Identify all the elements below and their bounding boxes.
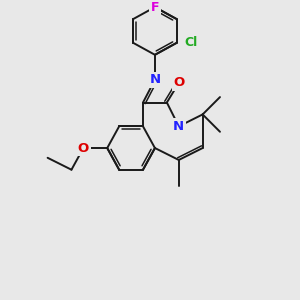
Text: N: N: [149, 73, 161, 86]
Text: N: N: [173, 120, 184, 133]
Text: N: N: [173, 120, 184, 133]
Text: F: F: [151, 1, 159, 13]
Text: O: O: [173, 76, 184, 89]
Text: O: O: [78, 142, 89, 154]
Text: N: N: [149, 73, 161, 86]
Text: O: O: [173, 76, 184, 89]
Text: Cl: Cl: [184, 36, 198, 50]
Text: O: O: [78, 142, 89, 154]
Text: Cl: Cl: [184, 36, 198, 50]
Text: F: F: [151, 1, 159, 13]
